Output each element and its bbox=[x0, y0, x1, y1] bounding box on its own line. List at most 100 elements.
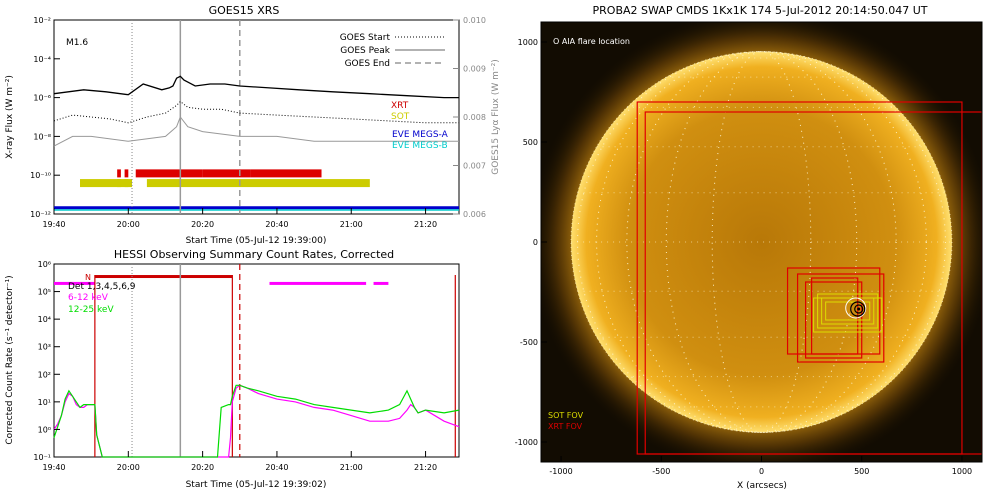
goes-x-tick-label-3: 20:40 bbox=[265, 220, 288, 229]
hessi-y-tick-label-1: 10⁰ bbox=[38, 425, 51, 434]
goes-coverage-eve-a-0 bbox=[54, 206, 459, 210]
swap-y-ticks: -1000 -500 0 500 1000 bbox=[515, 38, 547, 447]
goes-label-sot: SOT bbox=[391, 112, 410, 122]
aia-contour-2 bbox=[854, 304, 864, 314]
swap-y-tick-label-4: 1000 bbox=[518, 38, 538, 47]
swap-x-tick-label-3: 500 bbox=[854, 467, 869, 476]
swap-y-tick-label-1: -500 bbox=[520, 338, 538, 347]
sun-grid-lon-8 bbox=[626, 51, 897, 433]
goes-y-label-right: GOES15 Lyα Flux (W m⁻²) bbox=[491, 59, 501, 175]
goes-panel: GOES15 XRS 10⁻¹² 10⁻¹⁰ 10⁻⁸ 10⁻⁶ 10⁻⁴ 10⁻² 0.… bbox=[5, 4, 501, 246]
goes-coverage-xrt-2 bbox=[135, 169, 203, 178]
swap-y-tick-label-3: 500 bbox=[523, 138, 538, 147]
hessi-x-label: Start Time (05-Jul-12 19:39:02) bbox=[186, 480, 327, 490]
goes-y-tick-label-0: 10⁻¹² bbox=[30, 210, 51, 219]
hessi-y-tick-label-6: 10⁵ bbox=[38, 288, 51, 297]
hessi-magenta-bar-start bbox=[54, 281, 95, 285]
swap-y-tick-label-0: -1000 bbox=[515, 438, 538, 447]
swap-x-tick-label-0: -1000 bbox=[549, 467, 572, 476]
hessi-series bbox=[53, 384, 460, 458]
goes-series-line-0 bbox=[53, 75, 459, 99]
goes-coverage-xrt-0 bbox=[117, 169, 121, 178]
hessi-y-ticks: 10⁻¹ 10⁰ 10¹ 10² 10³ 10⁴ 10⁵ 10⁶ bbox=[33, 260, 60, 462]
goes-y-ticks-right: 0.006 0.007 0.008 0.009 0.010 bbox=[453, 16, 486, 219]
hessi-y-tick-label-0: 10⁻¹ bbox=[33, 453, 51, 462]
hessi-x-tick-label-0: 19:40 bbox=[42, 463, 65, 472]
sot-fov-box-2 bbox=[821, 297, 875, 325]
hessi-series-line-1 bbox=[53, 384, 460, 458]
sun-limb bbox=[570, 51, 953, 433]
goes-label-eve-b: EVE MEGS-B bbox=[392, 141, 448, 151]
aia-contour-1 bbox=[850, 301, 866, 317]
goes-y-tick-label-3: 10⁻⁶ bbox=[33, 94, 51, 103]
aia-contour-3 bbox=[857, 307, 861, 311]
hessi-magenta-bar-0 bbox=[269, 281, 367, 285]
hessi-panel: HESSI Observing Summary Count Rates, Cor… bbox=[5, 248, 460, 490]
goes-y-tick-right-label-2: 0.008 bbox=[463, 113, 486, 122]
hessi-title: HESSI Observing Summary Count Rates, Cor… bbox=[114, 248, 394, 261]
sun-grid-lon-9 bbox=[596, 51, 927, 433]
goes-y-tick-right-label-4: 0.010 bbox=[463, 16, 486, 25]
swap-x-tick-label-4: 1000 bbox=[952, 467, 972, 476]
hessi-flag-n: N bbox=[85, 273, 91, 282]
aia-flare-marker bbox=[845, 297, 867, 319]
goes-flare-class: M1.6 bbox=[66, 38, 88, 48]
goes-y-ticks: 10⁻¹² 10⁻¹⁰ 10⁻⁸ 10⁻⁶ 10⁻⁴ 10⁻² bbox=[30, 16, 60, 219]
hessi-legend-high: 12-25 keV bbox=[68, 305, 114, 315]
goes-x-label: Start Time (05-Jul-12 19:39:00) bbox=[186, 236, 327, 246]
goes-coverage-xrt-4 bbox=[250, 169, 322, 178]
hessi-x-ticks: 19:40 20:00 20:20 20:40 21:00 21:20 bbox=[42, 451, 437, 472]
goes-coverage-xrt-3 bbox=[202, 169, 251, 178]
goes-coverage-bars bbox=[54, 169, 459, 211]
hessi-event-markers bbox=[131, 264, 241, 457]
aia-outer-circle bbox=[845, 297, 867, 319]
hessi-magenta-bar-1 bbox=[373, 281, 389, 285]
goes-title: GOES15 XRS bbox=[209, 4, 280, 17]
xrt-fov-box-3 bbox=[796, 273, 885, 363]
hessi-observing-bars bbox=[54, 275, 456, 457]
hessi-y-tick-label-4: 10³ bbox=[38, 343, 51, 352]
hessi-y-tick-label-5: 10⁴ bbox=[38, 315, 51, 324]
swap-image: O AIA flare location SOT FOV XRT FOV bbox=[541, 22, 982, 462]
xrt-fov-box-1 bbox=[644, 111, 982, 455]
goes-series-line-1 bbox=[53, 100, 459, 124]
goes-label-xrt: XRT bbox=[391, 101, 409, 111]
goes-y-tick-label-5: 10⁻² bbox=[33, 16, 51, 25]
goes-coverage-sot-0 bbox=[80, 179, 133, 188]
hessi-legend: Det 1,3,4,5,6,9 6-12 keV 12-25 keV bbox=[68, 282, 136, 315]
swap-annotation: O AIA flare location bbox=[553, 37, 630, 46]
sot-fov-box-1 bbox=[817, 293, 879, 329]
hessi-plot-area bbox=[53, 263, 460, 458]
goes-x-tick-label-4: 21:00 bbox=[340, 220, 363, 229]
goes-series bbox=[53, 75, 459, 147]
hessi-legend-low: 6-12 keV bbox=[68, 293, 109, 303]
hessi-x-tick-label-5: 21:20 bbox=[414, 463, 437, 472]
swap-x-tick-label-1: -500 bbox=[652, 467, 670, 476]
sun-grid-lon-10 bbox=[577, 51, 946, 433]
hessi-y-tick-label-3: 10² bbox=[38, 370, 51, 379]
hessi-x-tick-label-4: 21:00 bbox=[340, 463, 363, 472]
swap-panel: PROBA2 SWAP CMDS 1Kx1K 174 5-Jul-2012 20… bbox=[515, 4, 983, 491]
swap-x-label: X (arcsecs) bbox=[737, 481, 787, 491]
sun-disk bbox=[571, 51, 952, 433]
hessi-y-label: Corrected Count Rate (s⁻¹ detector⁻¹) bbox=[5, 275, 15, 444]
swap-title: PROBA2 SWAP CMDS 1Kx1K 174 5-Jul-2012 20… bbox=[593, 4, 928, 17]
goes-x-tick-label-2: 20:20 bbox=[191, 220, 214, 229]
hessi-x-tick-label-1: 20:00 bbox=[117, 463, 140, 472]
swap-legend-sot: SOT FOV bbox=[548, 411, 584, 420]
goes-y-tick-label-4: 10⁻⁴ bbox=[33, 55, 51, 64]
goes-y-tick-right-label-3: 0.009 bbox=[463, 65, 486, 74]
goes-legend-peak: GOES Peak bbox=[340, 46, 390, 56]
goes-x-ticks: 19:40 20:00 20:20 20:40 21:00 21:20 bbox=[42, 208, 437, 229]
hessi-x-tick-label-3: 20:40 bbox=[265, 463, 288, 472]
goes-coverage-sot-1 bbox=[117, 179, 121, 188]
sun-grid-lon-6 bbox=[711, 51, 812, 433]
hessi-night-bar-0 bbox=[94, 275, 233, 279]
goes-coverage-sot-2 bbox=[124, 179, 129, 188]
goes-x-tick-label-0: 19:40 bbox=[42, 220, 65, 229]
goes-x-tick-label-1: 20:00 bbox=[117, 220, 140, 229]
swap-y-tick-label-2: 0 bbox=[533, 238, 538, 247]
goes-legend: GOES Start GOES Peak GOES End bbox=[340, 33, 445, 69]
sun-grid-lon-7 bbox=[665, 51, 858, 433]
